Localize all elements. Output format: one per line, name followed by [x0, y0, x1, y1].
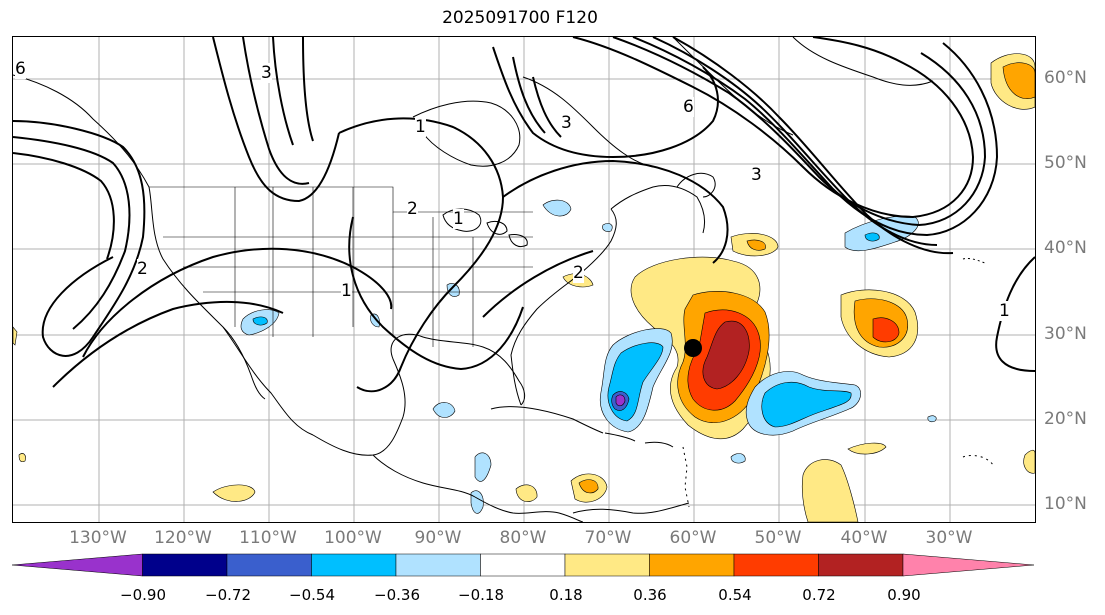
colorbar-tick: 0.72	[802, 586, 836, 604]
colorbar-tick: −0.36	[374, 586, 420, 604]
shaded-fields	[13, 53, 1035, 522]
lon-label: 100°W	[324, 528, 382, 548]
lon-label: 50°W	[754, 528, 802, 548]
colorbar-tick: −0.18	[458, 586, 504, 604]
colorbar-tick: −0.54	[289, 586, 335, 604]
lon-label: 60°W	[669, 528, 717, 548]
colorbar-segment	[480, 553, 566, 577]
colorbar-segment	[142, 553, 228, 577]
colorbar-segment	[11, 553, 143, 577]
lon-label: 90°W	[414, 528, 462, 548]
colorbar-segment	[902, 553, 1035, 577]
coastlines	[13, 37, 994, 522]
contour-label: 6	[15, 59, 26, 79]
map-canvas	[13, 37, 1035, 522]
colorbar	[11, 553, 1035, 577]
colorbar-segment	[733, 553, 819, 577]
lon-label: 30°W	[925, 528, 973, 548]
contour-label: 1	[415, 117, 426, 137]
lon-label: 130°W	[69, 528, 127, 548]
colorbar-tick: 0.18	[549, 586, 583, 604]
colorbar-segment	[564, 553, 650, 577]
contour-label: 3	[561, 113, 572, 133]
lon-label: 40°W	[840, 528, 888, 548]
lat-label: 60°N	[1044, 68, 1087, 88]
contour-label: 1	[341, 281, 352, 301]
contour-label: 3	[751, 165, 762, 185]
contour-label: 1	[999, 301, 1010, 321]
colorbar-segments	[11, 553, 1035, 577]
contour-label: 2	[573, 263, 584, 283]
contour-label: 2	[407, 199, 418, 219]
lon-label: 70°W	[584, 528, 632, 548]
colorbar-tick: 0.90	[887, 586, 921, 604]
colorbar-segment	[311, 553, 397, 577]
colorbar-tick: −0.90	[120, 586, 166, 604]
lat-label: 40°N	[1044, 238, 1087, 258]
lon-label: 110°W	[239, 528, 297, 548]
contour-label: 1	[453, 209, 464, 229]
page-title: 2025091700 F120	[442, 8, 598, 28]
map-panel[interactable]: 6 3 1 3 2 2 1 1 6 1 3 2	[12, 36, 1036, 523]
colorbar-segment	[226, 553, 312, 577]
colorbar-tick: 0.54	[718, 586, 752, 604]
lon-label: 120°W	[154, 528, 212, 548]
contour-label: 6	[683, 97, 694, 117]
contour-label: 3	[261, 63, 272, 83]
colorbar-segment	[818, 553, 904, 577]
colorbar-tick: −0.72	[205, 586, 251, 604]
lat-label: 20°N	[1044, 409, 1087, 429]
colorbar-segment	[395, 553, 481, 577]
contour-lines	[13, 37, 1035, 393]
lat-label: 10°N	[1044, 494, 1087, 514]
storm-center-marker	[684, 339, 702, 357]
lon-label: 80°W	[499, 528, 547, 548]
lat-label: 30°N	[1044, 324, 1087, 344]
contour-label: 2	[137, 259, 148, 279]
lat-label: 50°N	[1044, 153, 1087, 173]
colorbar-segment	[649, 553, 735, 577]
colorbar-tick: 0.36	[633, 586, 667, 604]
